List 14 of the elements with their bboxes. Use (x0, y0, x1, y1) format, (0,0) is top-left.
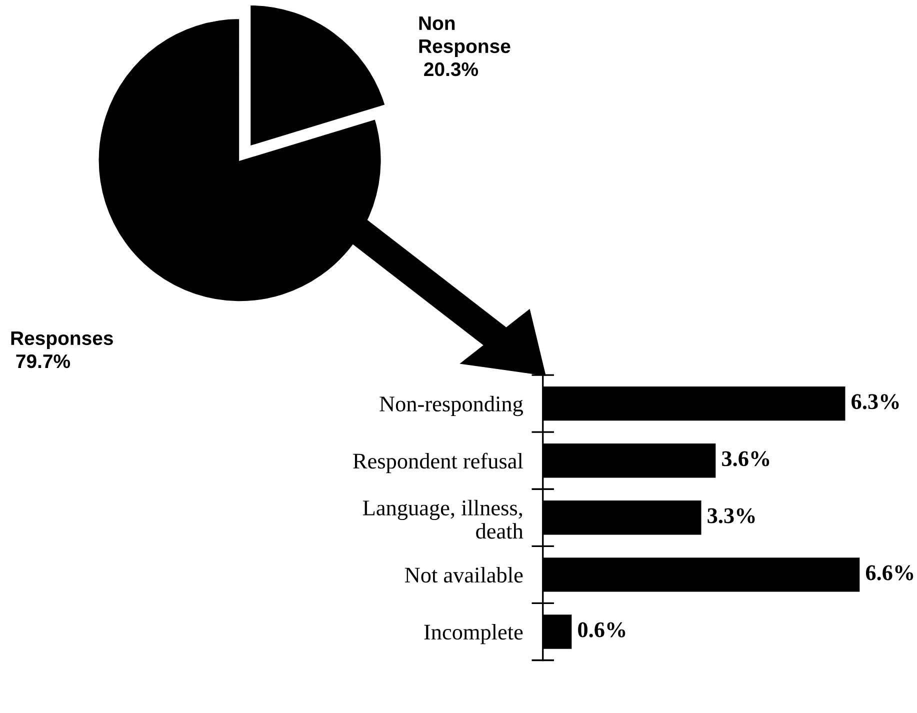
data-label: 0.6% (578, 622, 626, 638)
data-label: 3.6% (722, 451, 770, 466)
y-tick-label: Not available (404, 566, 523, 583)
data-label: 79.7% (16, 354, 70, 368)
slice-label: Responses (11, 332, 113, 349)
y-tick-label: Respondent refusal (353, 452, 523, 474)
y-tick-label: Non-responding (380, 396, 523, 416)
slice-label: Non Response (419, 16, 510, 57)
y-tick-label: Language, illness, death (362, 500, 524, 539)
y-tick-label: Incomplete (424, 624, 523, 644)
data-label: 6.3% (852, 394, 899, 410)
data-label: 3.3% (708, 508, 755, 524)
data-label: 20.3% (424, 62, 478, 76)
data-label: 6.6% (866, 565, 914, 580)
